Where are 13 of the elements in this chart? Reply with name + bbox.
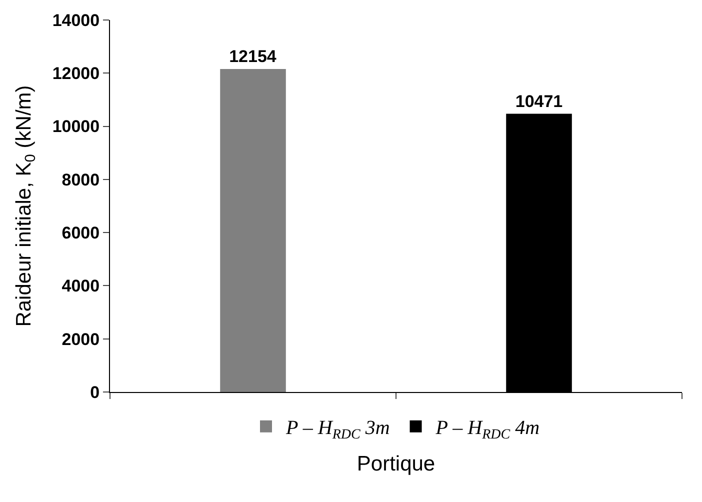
- legend-label: P – H$_{RDC}$ 3m: [285, 417, 390, 442]
- x-axis-title: Portique: [356, 452, 436, 476]
- y-tick-label: 12000: [52, 64, 100, 84]
- y-tick-label: 0: [90, 382, 100, 402]
- y-tick-label: 14000: [52, 10, 100, 30]
- data-label: 10471: [515, 92, 563, 111]
- y-tick-label: 4000: [62, 276, 100, 296]
- y-tick-label: 10000: [52, 117, 100, 136]
- y-tick-label: 2000: [62, 330, 100, 349]
- data-label: 12154: [229, 47, 277, 66]
- legend-label: P – H$_{RDC}$ 4m: [434, 417, 540, 442]
- y-tick-label: 6000: [62, 224, 100, 243]
- y-tick-label: 8000: [62, 170, 100, 190]
